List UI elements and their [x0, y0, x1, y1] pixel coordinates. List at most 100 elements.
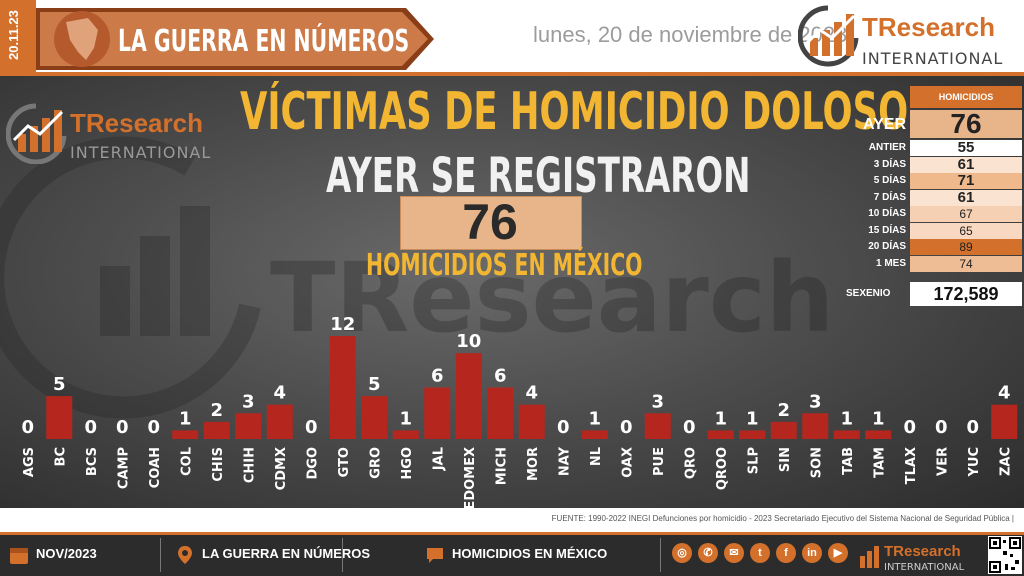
- bar-value-label: 0: [116, 417, 129, 438]
- big-number-box: [400, 196, 582, 250]
- chat-icon: [427, 548, 443, 563]
- logo-top-text: TResearch: [862, 12, 995, 42]
- footer-logo-text: TResearch: [884, 543, 961, 560]
- bar-value-label: 4: [998, 383, 1011, 404]
- bar-value-label: 0: [557, 417, 570, 438]
- bar-value-label: 0: [147, 417, 160, 438]
- bar-value-label: 12: [330, 314, 355, 335]
- bar-value-label: 3: [809, 391, 822, 412]
- stats-row-value: 61: [910, 156, 1022, 173]
- stats-row-value: 67: [910, 206, 1022, 222]
- date-tag: 20.11.23: [0, 0, 36, 76]
- bar-value-label: 1: [840, 408, 853, 429]
- date-tag-text: 20.11.23: [6, 10, 21, 60]
- category-label: DGO: [305, 447, 320, 480]
- category-label: SLP: [746, 447, 761, 474]
- bar-col: [172, 430, 199, 439]
- bar-value-label: 4: [525, 383, 538, 404]
- category-label: QRO: [683, 447, 698, 479]
- bar-son: [802, 413, 829, 439]
- stats-row-label: 5 DÍAS: [873, 175, 906, 186]
- category-label: NL: [589, 447, 604, 466]
- footer-bar: [0, 532, 1024, 576]
- bar-value-label: 2: [210, 400, 223, 421]
- twitter-icon[interactable]: t: [750, 543, 770, 563]
- stats-row-label: 7 DÍAS: [873, 191, 906, 203]
- category-label: JAL: [431, 447, 446, 471]
- bar-value-label: 1: [746, 408, 759, 429]
- bar-chart: 0 AGS 5 BC 0 BCS 0 CAMP 0 COAH 1 COL 2 CHIS 3 CHIH 4 CDMX…: [21, 314, 1018, 508]
- chart-title: VÍCTIMAS DE HOMICIDIO DOLOSO: [240, 82, 909, 142]
- watermark-text: TResearch: [270, 242, 834, 354]
- footer-separator: [160, 538, 161, 572]
- bar-value-label: 0: [21, 417, 34, 438]
- category-label: BC: [53, 447, 68, 466]
- bar-tam: [865, 430, 892, 439]
- logo-left-sub: INTERNATIONAL: [70, 143, 211, 162]
- category-label: SON: [809, 447, 824, 478]
- bar-slp: [739, 430, 766, 439]
- stats-row-value: 61: [910, 189, 1022, 206]
- category-label: GTO: [337, 447, 352, 477]
- category-label: CHIS: [211, 447, 226, 482]
- category-label: TLAX: [904, 447, 919, 484]
- stats-row-value: 65: [910, 222, 1022, 239]
- qr-code[interactable]: [988, 536, 1022, 574]
- category-label: CDMX: [274, 447, 289, 490]
- section-banner: [36, 8, 434, 70]
- map-pin-icon: [178, 546, 192, 564]
- stats-row-value: 74: [910, 255, 1022, 272]
- bar-value-label: 0: [84, 417, 97, 438]
- bar-value-label: 0: [683, 417, 696, 438]
- stats-row-label: 15 DÍAS: [868, 224, 906, 236]
- bar-gro: [361, 396, 388, 439]
- web-icon[interactable]: ◎: [672, 543, 692, 563]
- bar-cdmx: [266, 404, 293, 439]
- footer-date: NOV/2023: [36, 546, 97, 561]
- bar-value-label: 1: [399, 408, 412, 429]
- bar-value-label: 1: [588, 408, 601, 429]
- bar-value-label: 3: [242, 391, 255, 412]
- stats-row-label: 1 MES: [875, 257, 906, 269]
- calendar-icon: [10, 548, 28, 564]
- bar-hgo: [392, 430, 419, 439]
- source-bar: FUENTE: 1990-2022 INEGI Defunciones por …: [0, 508, 1024, 532]
- bar-value-label: 0: [966, 417, 979, 438]
- phone-icon[interactable]: ✆: [698, 543, 718, 563]
- bar-qroo: [707, 430, 734, 439]
- bar-gto: [329, 336, 356, 439]
- category-label: MICH: [494, 447, 509, 485]
- category-label: BCS: [85, 447, 100, 476]
- bar-value-label: 0: [935, 417, 948, 438]
- bar-value-label: 5: [368, 374, 381, 395]
- bar-value-label: 6: [431, 366, 444, 387]
- stats-row-label: 3 DÍAS: [873, 158, 906, 170]
- facebook-icon[interactable]: f: [776, 543, 796, 563]
- bar-sin: [770, 421, 797, 439]
- category-label: YUC: [967, 447, 982, 478]
- watermark: TResearch: [0, 136, 834, 419]
- stats-row-value: 71: [910, 173, 1022, 189]
- footer-separator: [342, 538, 343, 572]
- category-label: GRO: [368, 447, 383, 479]
- bar-chis: [203, 421, 230, 439]
- email-icon[interactable]: ✉: [724, 543, 744, 563]
- bar-zac: [991, 404, 1018, 439]
- logo-top-sub: INTERNATIONAL: [862, 49, 1003, 68]
- bar-value-label: 0: [305, 417, 318, 438]
- category-label: ZAC: [998, 447, 1013, 476]
- stats-row-label: 10 DÍAS: [868, 208, 906, 219]
- linkedin-icon[interactable]: in: [802, 543, 822, 563]
- bar-value-label: 6: [494, 366, 507, 387]
- bar-jal: [424, 387, 451, 439]
- stats-row-label: 20 DÍAS: [868, 241, 906, 252]
- bar-value-label: 0: [620, 417, 633, 438]
- youtube-icon[interactable]: ▶: [828, 543, 848, 563]
- bar-edomex: [455, 353, 482, 439]
- category-label: PUE: [652, 447, 667, 476]
- date-text: lunes, 20 de noviembre de 2023: [533, 22, 848, 47]
- footer-divider: [0, 532, 1024, 535]
- category-label: COAH: [148, 447, 163, 488]
- sexenio-value: 172,589: [910, 282, 1022, 306]
- big-number-caption: HOMICIDIOS EN MÉXICO: [366, 248, 643, 283]
